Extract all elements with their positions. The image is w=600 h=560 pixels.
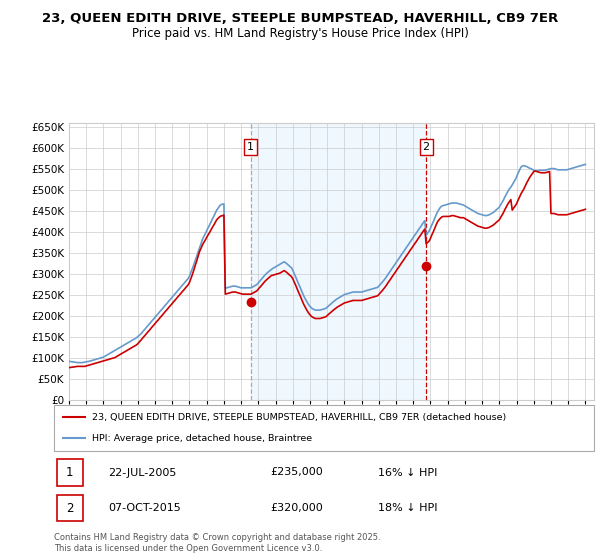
Bar bbox=[251, 123, 426, 400]
Text: 2: 2 bbox=[66, 502, 73, 515]
Text: 07-OCT-2015: 07-OCT-2015 bbox=[108, 503, 181, 513]
Text: 1: 1 bbox=[247, 142, 254, 152]
Text: 23, QUEEN EDITH DRIVE, STEEPLE BUMPSTEAD, HAVERHILL, CB9 7ER (detached house): 23, QUEEN EDITH DRIVE, STEEPLE BUMPSTEAD… bbox=[92, 413, 506, 422]
Text: 16% ↓ HPI: 16% ↓ HPI bbox=[378, 468, 437, 478]
FancyBboxPatch shape bbox=[57, 495, 83, 521]
Text: 18% ↓ HPI: 18% ↓ HPI bbox=[378, 503, 437, 513]
Text: Price paid vs. HM Land Registry's House Price Index (HPI): Price paid vs. HM Land Registry's House … bbox=[131, 27, 469, 40]
Text: 1: 1 bbox=[66, 466, 73, 479]
FancyBboxPatch shape bbox=[57, 459, 83, 486]
Text: £235,000: £235,000 bbox=[270, 468, 323, 478]
FancyBboxPatch shape bbox=[54, 405, 594, 451]
Text: £320,000: £320,000 bbox=[270, 503, 323, 513]
Text: HPI: Average price, detached house, Braintree: HPI: Average price, detached house, Brai… bbox=[92, 434, 312, 443]
Text: 23, QUEEN EDITH DRIVE, STEEPLE BUMPSTEAD, HAVERHILL, CB9 7ER: 23, QUEEN EDITH DRIVE, STEEPLE BUMPSTEAD… bbox=[42, 12, 558, 25]
Text: 22-JUL-2005: 22-JUL-2005 bbox=[108, 468, 176, 478]
Text: Contains HM Land Registry data © Crown copyright and database right 2025.
This d: Contains HM Land Registry data © Crown c… bbox=[54, 533, 380, 553]
Text: 2: 2 bbox=[422, 142, 430, 152]
